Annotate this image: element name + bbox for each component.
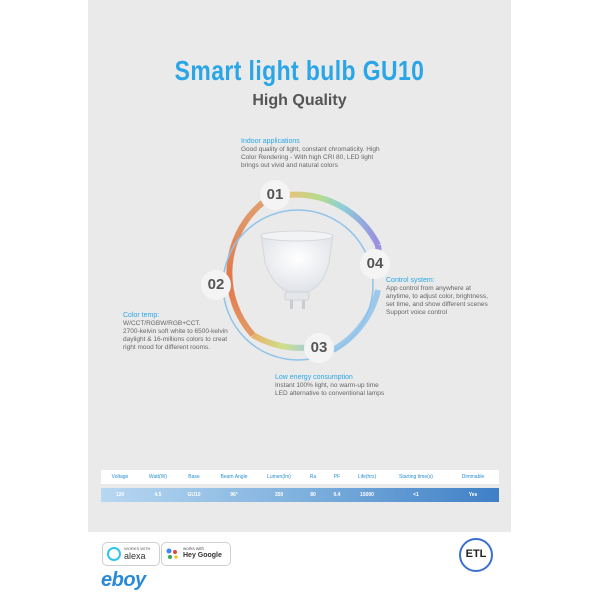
spec-value-cell: Yes	[468, 492, 478, 498]
feature-title: Low energy consumption	[275, 374, 353, 381]
feature-body-line: set time, and show different scenes	[386, 301, 488, 308]
feature-01-text: Indoor applications Good quality of ligh…	[241, 137, 411, 170]
alexa-badge: WORKS WITH alexa	[102, 542, 160, 566]
spec-value-cell: <1	[413, 492, 419, 498]
spec-value-cell: GU10	[187, 492, 201, 498]
spec-header-cell: Ra	[309, 474, 317, 480]
spec-header-cell: Life(hrs)	[357, 474, 377, 480]
feature-ring-diagram	[222, 191, 382, 361]
spec-table-value-row: 120 4.5 GU10 96° 350 80 0.4 15000 <1 Yes	[101, 488, 499, 502]
spec-header-cell: Watt(W)	[148, 474, 168, 480]
feature-body-line: daylight & 16-millions colors to creat	[123, 336, 228, 343]
feature-body-line: anytime, to adjust color, brightness,	[386, 293, 488, 300]
page-title: Smart light bulb GU10	[174, 55, 425, 86]
product-panel: Smart light bulb GU10 High Quality	[88, 0, 511, 532]
alexa-works-with: WORKS WITH	[124, 546, 151, 551]
google-works-with: works with	[183, 546, 205, 551]
ring-arc-top	[287, 191, 381, 247]
google-badge: works with Hey Google	[161, 542, 231, 566]
spec-header-cell: Base	[188, 474, 200, 480]
bulb-image	[260, 230, 334, 309]
spec-header-cell: Dimmable	[461, 474, 485, 480]
etl-certification-mark: ETL	[459, 538, 493, 572]
google-label: Hey Google	[183, 552, 222, 559]
spec-header-cell: Starting time(s)	[399, 474, 433, 480]
feature-body-line: LED alternative to conventional lamps	[275, 390, 385, 397]
feature-title: Indoor applications	[241, 138, 300, 145]
spec-table-header-row: Voltage Watt(W) Base Beam Angle Lumen(lm…	[101, 470, 499, 484]
etl-label: ETL	[465, 548, 487, 560]
feature-body-line: brings out vivid and natural colors	[241, 162, 338, 169]
feature-body-line: Support voice control	[386, 309, 448, 316]
feature-body-line: 2700-kelvin soft white to 6500-kelvin	[123, 328, 228, 335]
google-assistant-icon	[166, 548, 178, 559]
spec-value-cell: 4.5	[154, 492, 162, 498]
spec-header-cell: Beam Angle	[220, 474, 248, 480]
feature-number-03: 03	[304, 333, 334, 363]
feature-title: Color temp:	[123, 312, 160, 319]
feature-body-line: W/CCT/RGBW/RGB+CCT.	[123, 320, 201, 327]
feature-body-line: Instant 100% light, no warm-up time	[275, 382, 379, 389]
feature-body-line: right mood for different rooms.	[123, 344, 210, 351]
alexa-icon	[107, 547, 121, 561]
feature-title: Control system:	[386, 277, 435, 284]
feature-body-line: Good quality of light, constant chromati…	[241, 146, 380, 153]
feature-03-text: Low energy consumption Instant 100% ligh…	[275, 373, 435, 398]
alexa-label: alexa	[124, 551, 146, 561]
ring-arc-left	[226, 197, 268, 338]
spec-header-cell: PF	[333, 474, 341, 480]
spec-header-cell: Lumen(lm)	[267, 474, 291, 480]
brand-logo: eboy	[101, 569, 146, 591]
feature-number-04: 04	[360, 249, 390, 279]
spec-value-cell: 0.4	[333, 492, 341, 498]
feature-body-line: App control from anywhere at	[386, 285, 471, 292]
page-subtitle: High Quality	[252, 92, 347, 109]
feature-04-text: Control system: App control from anywher…	[386, 276, 508, 317]
feature-body-line: Color Rendering - With high CRI 80, LED …	[241, 154, 374, 161]
spec-value-cell: 350	[274, 492, 284, 498]
spec-value-cell: 15000	[360, 492, 374, 498]
feature-number-01: 01	[260, 180, 290, 210]
feature-02-text: Color temp: W/CCT/RGBW/RGB+CCT. 2700-kel…	[123, 311, 253, 352]
spec-table: Voltage Watt(W) Base Beam Angle Lumen(lm…	[101, 470, 499, 504]
spec-header-cell: Voltage	[111, 474, 129, 480]
spec-value-cell: 120	[115, 492, 125, 498]
spec-value-cell: 80	[310, 492, 316, 498]
feature-number-02: 02	[201, 270, 231, 300]
spec-value-cell: 96°	[230, 492, 238, 498]
